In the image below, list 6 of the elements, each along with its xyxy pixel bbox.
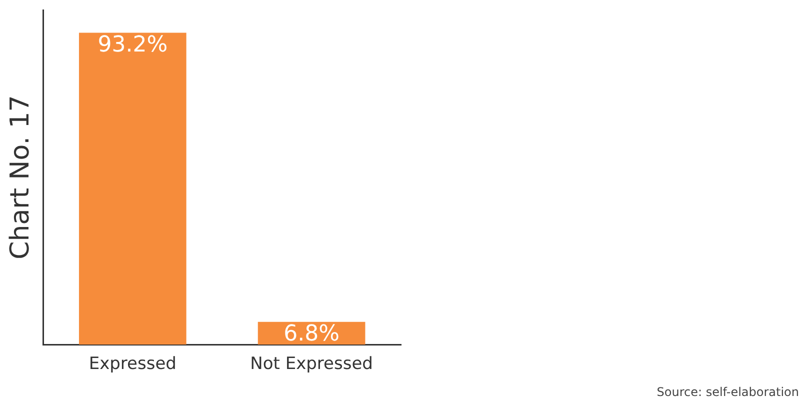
source-note: Source: self-elaboration: [656, 385, 799, 399]
y-axis-title: Chart No. 17: [5, 95, 36, 260]
x-tick-label: Not Expressed: [250, 354, 373, 374]
data-label: 93.2%: [98, 32, 168, 58]
x-tick-label: Expressed: [88, 354, 176, 374]
data-label: 6.8%: [284, 322, 340, 347]
